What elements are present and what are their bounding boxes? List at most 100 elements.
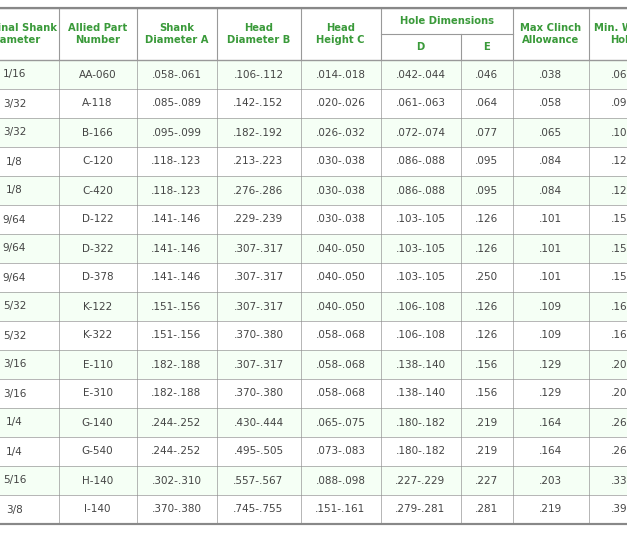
Text: .745-.755: .745-.755 [233,505,283,514]
Text: .151-.156: .151-.156 [151,330,202,341]
Text: .201: .201 [611,389,627,399]
Text: .227-.229: .227-.229 [396,475,446,486]
Text: .040-.050: .040-.050 [315,244,366,254]
Text: .064: .064 [611,69,627,79]
Text: .126: .126 [475,244,498,254]
Text: .103-.105: .103-.105 [396,272,446,282]
Text: .370-.380: .370-.380 [152,505,201,514]
Text: .058-.068: .058-.068 [315,389,366,399]
Text: .085-.089: .085-.089 [152,99,201,109]
Text: H-140: H-140 [82,475,113,486]
Text: .213-.223: .213-.223 [233,157,283,166]
Text: 1/16: 1/16 [3,69,26,79]
Text: .164: .164 [539,417,562,427]
Text: .095-.099: .095-.099 [152,127,201,138]
Text: Head
Height C: Head Height C [316,23,365,45]
Text: .101: .101 [539,244,562,254]
Text: A-118: A-118 [82,99,113,109]
Bar [0,263,627,292]
Text: .164: .164 [539,447,562,456]
Text: .026-.032: .026-.032 [315,127,366,138]
Text: 5/32: 5/32 [3,302,26,311]
Text: .138-.140: .138-.140 [396,389,446,399]
Text: .370-.380: .370-.380 [233,330,283,341]
Text: .109: .109 [539,330,562,341]
Text: .182-.188: .182-.188 [151,389,202,399]
Text: E-310: E-310 [83,389,112,399]
Text: .302-.310: .302-.310 [152,475,201,486]
Text: .040-.050: .040-.050 [315,302,366,311]
Text: Shank
Diameter A: Shank Diameter A [145,23,208,45]
Text: .042-.044: .042-.044 [396,69,446,79]
Text: .495-.505: .495-.505 [233,447,283,456]
Text: .096: .096 [611,99,627,109]
Text: 3/16: 3/16 [3,389,26,399]
Text: .219: .219 [539,505,562,514]
Text: .332: .332 [611,475,627,486]
Text: Min. Work
Hole: Min. Work Hole [594,23,627,45]
Text: .129: .129 [539,389,562,399]
Text: .244-.252: .244-.252 [151,417,202,427]
Bar [0,408,627,437]
Text: .156: .156 [611,272,627,282]
Text: .084: .084 [539,157,562,166]
Bar [0,379,627,408]
Text: I-140: I-140 [84,505,111,514]
Text: AA-060: AA-060 [78,69,117,79]
Bar [0,89,627,118]
Text: .103-.105: .103-.105 [396,244,446,254]
Text: .118-.123: .118-.123 [151,157,202,166]
Bar [0,234,627,263]
Text: .156: .156 [475,359,498,369]
Text: .156: .156 [611,244,627,254]
Text: .281: .281 [475,505,498,514]
Text: .141-.146: .141-.146 [151,214,202,224]
Text: D-322: D-322 [82,244,113,254]
Text: C-420: C-420 [82,185,113,196]
Text: G-540: G-540 [82,447,113,456]
Text: .101: .101 [539,272,562,282]
Text: Hole Dimensions: Hole Dimensions [399,16,493,26]
Text: .219: .219 [475,447,498,456]
Text: .058-.068: .058-.068 [315,359,366,369]
Text: 9/64: 9/64 [3,214,26,224]
Bar [0,495,627,524]
Text: .065: .065 [539,127,562,138]
Text: .307-.317: .307-.317 [233,272,283,282]
Text: .141-.146: .141-.146 [151,272,202,282]
Text: 3/8: 3/8 [6,505,23,514]
Text: .095: .095 [475,157,498,166]
Text: 1/4: 1/4 [6,447,23,456]
Text: .101: .101 [539,214,562,224]
Text: .030-.038: .030-.038 [315,157,366,166]
Text: .118-.123: .118-.123 [151,185,202,196]
Text: .030-.038: .030-.038 [315,214,366,224]
Text: .430-.444: .430-.444 [233,417,283,427]
Text: .126: .126 [475,214,498,224]
Text: .129: .129 [539,359,562,369]
Text: D: D [416,42,424,52]
Text: .072-.074: .072-.074 [396,127,446,138]
Text: .219: .219 [475,417,498,427]
Text: .266: .266 [611,417,627,427]
Text: K-322: K-322 [83,330,112,341]
Text: D-122: D-122 [82,214,113,224]
Text: .126: .126 [475,302,498,311]
Text: .065-.075: .065-.075 [315,417,366,427]
Text: 5/32: 5/32 [3,330,26,341]
Text: .109: .109 [539,302,562,311]
Text: .142-.152: .142-.152 [233,99,283,109]
Text: 1/8: 1/8 [6,185,23,196]
Text: .061-.063: .061-.063 [396,99,446,109]
Text: 1/8: 1/8 [6,157,23,166]
Text: .390: .390 [611,505,627,514]
Text: .084: .084 [539,185,562,196]
Text: E-110: E-110 [83,359,112,369]
Text: .166: .166 [611,330,627,341]
Text: .201: .201 [611,359,627,369]
Text: .103-.105: .103-.105 [396,214,446,224]
Text: .020-.026: .020-.026 [315,99,366,109]
Text: .040-.050: .040-.050 [315,272,366,282]
Text: .014-.018: .014-.018 [315,69,366,79]
Text: .106-.108: .106-.108 [396,330,446,341]
